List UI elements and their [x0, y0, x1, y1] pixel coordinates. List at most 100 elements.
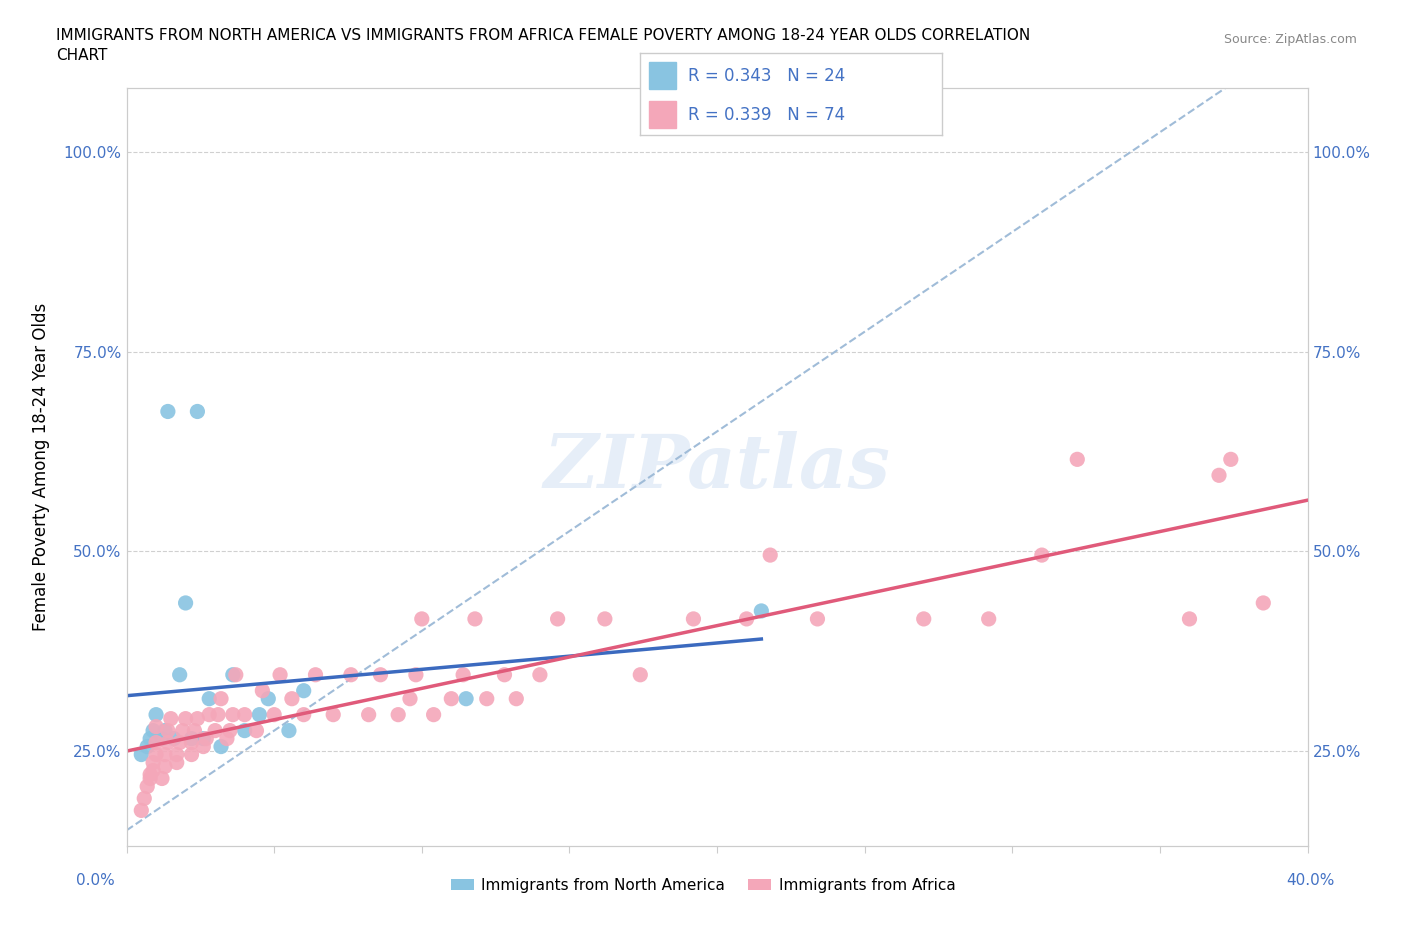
Point [219, 724, 242, 738]
Point [1031, 548, 1053, 563]
Point [304, 668, 326, 683]
Point [136, 779, 159, 794]
Point [735, 612, 758, 627]
Point [150, 771, 173, 786]
Point [183, 724, 205, 738]
Point [145, 735, 167, 750]
Point [225, 668, 247, 683]
Point [233, 724, 256, 738]
Point [1208, 468, 1230, 483]
Point [153, 747, 176, 762]
Point [156, 735, 179, 750]
Point [529, 668, 551, 683]
Point [180, 731, 202, 746]
Point [292, 707, 315, 722]
Point [387, 707, 409, 722]
Point [1178, 612, 1201, 627]
Point [281, 691, 304, 706]
Y-axis label: Female Poverty Among 18-24 Year Olds: Female Poverty Among 18-24 Year Olds [32, 303, 49, 631]
Point [166, 747, 188, 762]
Point [186, 711, 208, 726]
Point [156, 724, 179, 738]
Point [174, 595, 197, 610]
Point [134, 791, 156, 806]
Point [245, 724, 267, 738]
Point [405, 668, 427, 683]
Point [422, 707, 444, 722]
Point [257, 691, 280, 706]
Text: ZIPatlas: ZIPatlas [544, 432, 890, 503]
Point [751, 604, 773, 618]
Point [222, 707, 245, 722]
Text: R = 0.339   N = 74: R = 0.339 N = 74 [688, 106, 845, 125]
Point [209, 739, 232, 754]
Point [193, 739, 215, 754]
Point [195, 731, 218, 746]
Point [357, 707, 380, 722]
Point [628, 668, 651, 683]
Text: R = 0.343   N = 24: R = 0.343 N = 24 [688, 67, 845, 85]
Point [912, 612, 935, 627]
Point [139, 767, 162, 782]
Point [370, 668, 392, 683]
Point [806, 612, 828, 627]
Point [198, 691, 221, 706]
Bar [648, 101, 676, 128]
Point [150, 731, 173, 746]
Point [160, 711, 183, 726]
Point [411, 612, 433, 627]
Point [292, 684, 315, 698]
Point [456, 691, 478, 706]
Point [440, 691, 463, 706]
Point [153, 759, 176, 774]
Point [193, 731, 215, 746]
Point [145, 747, 167, 762]
Point [169, 735, 191, 750]
Point [475, 691, 498, 706]
Point [186, 404, 208, 418]
Point [547, 612, 569, 627]
Text: IMMIGRANTS FROM NORTH AMERICA VS IMMIGRANTS FROM AFRICA FEMALE POVERTY AMONG 18-: IMMIGRANTS FROM NORTH AMERICA VS IMMIGRA… [56, 28, 1031, 43]
Point [269, 668, 291, 683]
Point [142, 755, 165, 770]
Point [494, 668, 516, 683]
Point [252, 684, 274, 698]
Point [399, 691, 422, 706]
Point [166, 755, 188, 770]
Point [1253, 595, 1275, 610]
Point [1219, 452, 1241, 467]
Point [204, 724, 226, 738]
Point [233, 707, 256, 722]
Point [209, 691, 232, 706]
Legend: Immigrants from North America, Immigrants from Africa: Immigrants from North America, Immigrant… [444, 872, 962, 899]
Point [977, 612, 1000, 627]
Point [340, 668, 363, 683]
Point [145, 707, 167, 722]
Bar [648, 62, 676, 89]
Point [169, 668, 191, 683]
Text: 0.0%: 0.0% [76, 873, 115, 888]
Point [322, 707, 344, 722]
Point [464, 612, 486, 627]
Point [156, 404, 179, 418]
Point [129, 803, 153, 817]
Text: Source: ZipAtlas.com: Source: ZipAtlas.com [1223, 33, 1357, 46]
Point [153, 724, 176, 738]
Point [142, 763, 165, 777]
Point [198, 707, 221, 722]
Point [129, 747, 153, 762]
Point [215, 731, 238, 746]
Point [278, 724, 301, 738]
Point [136, 739, 159, 754]
Point [222, 668, 245, 683]
Text: 40.0%: 40.0% [1286, 873, 1334, 888]
Point [505, 691, 527, 706]
Point [163, 731, 186, 746]
Point [180, 747, 202, 762]
Point [174, 711, 197, 726]
Point [593, 612, 616, 627]
Point [682, 612, 704, 627]
Point [207, 707, 229, 722]
Point [139, 771, 162, 786]
Point [172, 724, 194, 738]
